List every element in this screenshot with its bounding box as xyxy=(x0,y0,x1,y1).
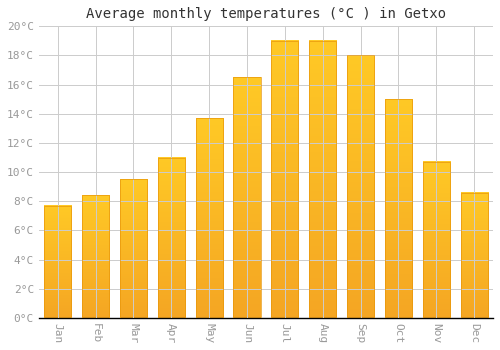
Bar xyxy=(271,41,298,318)
Bar xyxy=(347,55,374,318)
Bar xyxy=(120,180,147,318)
Bar xyxy=(460,193,488,318)
Bar xyxy=(422,162,450,318)
Bar xyxy=(234,77,260,318)
Bar xyxy=(196,118,223,318)
Title: Average monthly temperatures (°C ) in Getxo: Average monthly temperatures (°C ) in Ge… xyxy=(86,7,446,21)
Bar xyxy=(82,195,109,318)
Bar xyxy=(158,158,185,318)
Bar xyxy=(309,41,336,318)
Bar xyxy=(385,99,412,318)
Bar xyxy=(44,206,72,318)
